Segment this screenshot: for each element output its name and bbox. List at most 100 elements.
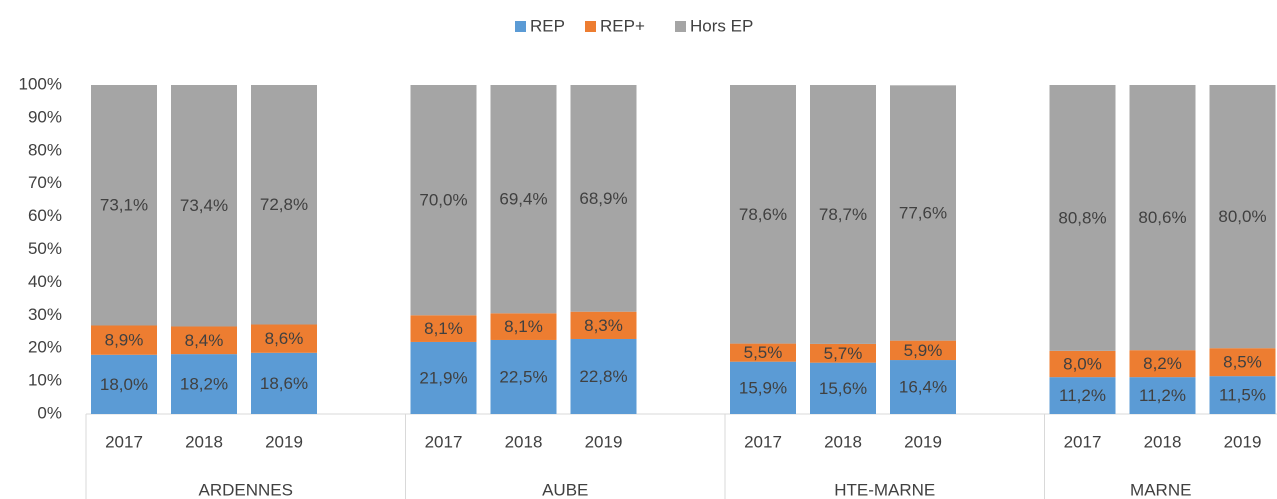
bar-segment (810, 362, 876, 414)
data-label: 8,0% (1063, 354, 1102, 373)
bar-segment (1129, 377, 1196, 414)
data-label: 11,2% (1139, 386, 1186, 405)
bar-segment (570, 85, 637, 312)
y-tick-label: 20% (28, 338, 62, 357)
y-tick-label: 0% (37, 403, 62, 422)
data-label: 8,6% (265, 329, 304, 348)
data-label: 11,5% (1219, 386, 1266, 405)
data-label: 80,0% (1218, 207, 1266, 226)
data-label: 8,5% (1223, 353, 1262, 372)
x-tick-label: 2018 (1144, 432, 1182, 451)
data-label: 78,7% (819, 205, 867, 224)
bar-segment (171, 354, 237, 414)
legend-label: Hors EP (690, 16, 753, 35)
bar-segment (890, 85, 956, 341)
data-label: 22,5% (499, 367, 547, 386)
bar-segment (490, 313, 557, 340)
y-tick-label: 80% (28, 140, 62, 159)
bar-segment (490, 339, 557, 414)
data-label: 15,9% (739, 378, 787, 397)
legend-swatch (515, 21, 526, 32)
bar-segment (570, 338, 637, 414)
bar-segment (1049, 377, 1116, 414)
bar-segment (1209, 348, 1276, 377)
data-label: 73,4% (180, 196, 228, 215)
data-label: 5,9% (904, 341, 943, 360)
bar-segment (251, 352, 317, 414)
data-label: 16,4% (899, 378, 947, 397)
x-tick-label: 2019 (904, 432, 942, 451)
bar-segment (1049, 85, 1116, 351)
data-label: 80,8% (1058, 208, 1106, 227)
data-label: 11,2% (1059, 386, 1106, 405)
legend-label: REP+ (600, 16, 645, 35)
y-tick-label: 60% (28, 206, 62, 225)
y-tick-label: 100% (19, 74, 62, 93)
group-label: ARDENNES (199, 480, 293, 499)
y-tick-label: 50% (28, 239, 62, 258)
data-label: 8,9% (105, 331, 144, 350)
data-label: 69,4% (499, 190, 547, 209)
data-label: 8,4% (185, 331, 224, 350)
x-tick-label: 2018 (824, 432, 862, 451)
bar-segment (91, 354, 157, 414)
x-tick-label: 2019 (585, 432, 623, 451)
data-label: 73,1% (100, 196, 148, 215)
bar-segment (890, 340, 956, 361)
legend-swatch (585, 21, 596, 32)
bar-segment (171, 85, 237, 327)
data-label: 15,6% (819, 379, 867, 398)
group-label: HTE-MARNE (834, 480, 935, 499)
bar-segment (890, 360, 956, 414)
x-tick-label: 2019 (1224, 432, 1262, 451)
bar-segment (171, 326, 237, 355)
bar-segment (570, 311, 637, 339)
bar-segment (810, 343, 876, 363)
x-tick-label: 2017 (105, 432, 143, 451)
group-label: MARNE (1130, 480, 1191, 499)
data-label: 21,9% (419, 368, 467, 387)
y-tick-label: 30% (28, 305, 62, 324)
data-label: 18,2% (180, 375, 228, 394)
data-label: 68,9% (579, 189, 627, 208)
y-tick-label: 90% (28, 107, 62, 126)
group-label: AUBE (542, 480, 588, 499)
bar-segment (810, 85, 876, 344)
bar-segment (251, 324, 317, 353)
data-label: 8,2% (1143, 354, 1182, 373)
bar-segment (730, 361, 796, 414)
y-tick-label: 70% (28, 173, 62, 192)
y-tick-label: 10% (28, 371, 62, 390)
bar-segment (1129, 85, 1196, 351)
data-label: 22,8% (579, 367, 627, 386)
data-label: 78,6% (739, 205, 787, 224)
y-tick-label: 40% (28, 272, 62, 291)
data-label: 5,7% (824, 344, 863, 363)
data-label: 18,0% (100, 375, 148, 394)
data-label: 5,5% (744, 343, 783, 362)
x-tick-label: 2017 (744, 432, 782, 451)
data-label: 8,1% (424, 319, 463, 338)
bar-segment (410, 85, 477, 316)
x-tick-label: 2018 (505, 432, 543, 451)
data-label: 8,1% (504, 317, 543, 336)
bar-segment (410, 315, 477, 342)
x-tick-label: 2019 (265, 432, 303, 451)
bar-segment (1209, 85, 1276, 349)
bar-segment (410, 341, 477, 414)
x-tick-label: 2018 (185, 432, 223, 451)
legend-swatch (675, 21, 686, 32)
bar-segment (730, 343, 796, 362)
bar-segment (490, 85, 557, 314)
data-label: 80,6% (1138, 208, 1186, 227)
data-label: 72,8% (260, 195, 308, 214)
legend-label: REP (530, 16, 565, 35)
x-tick-label: 2017 (1064, 432, 1102, 451)
data-label: 70,0% (419, 191, 467, 210)
bar-segment (251, 85, 317, 325)
bar-segment (91, 325, 157, 355)
data-label: 77,6% (899, 203, 947, 222)
x-tick-label: 2017 (425, 432, 463, 451)
bar-segment (1129, 350, 1196, 378)
